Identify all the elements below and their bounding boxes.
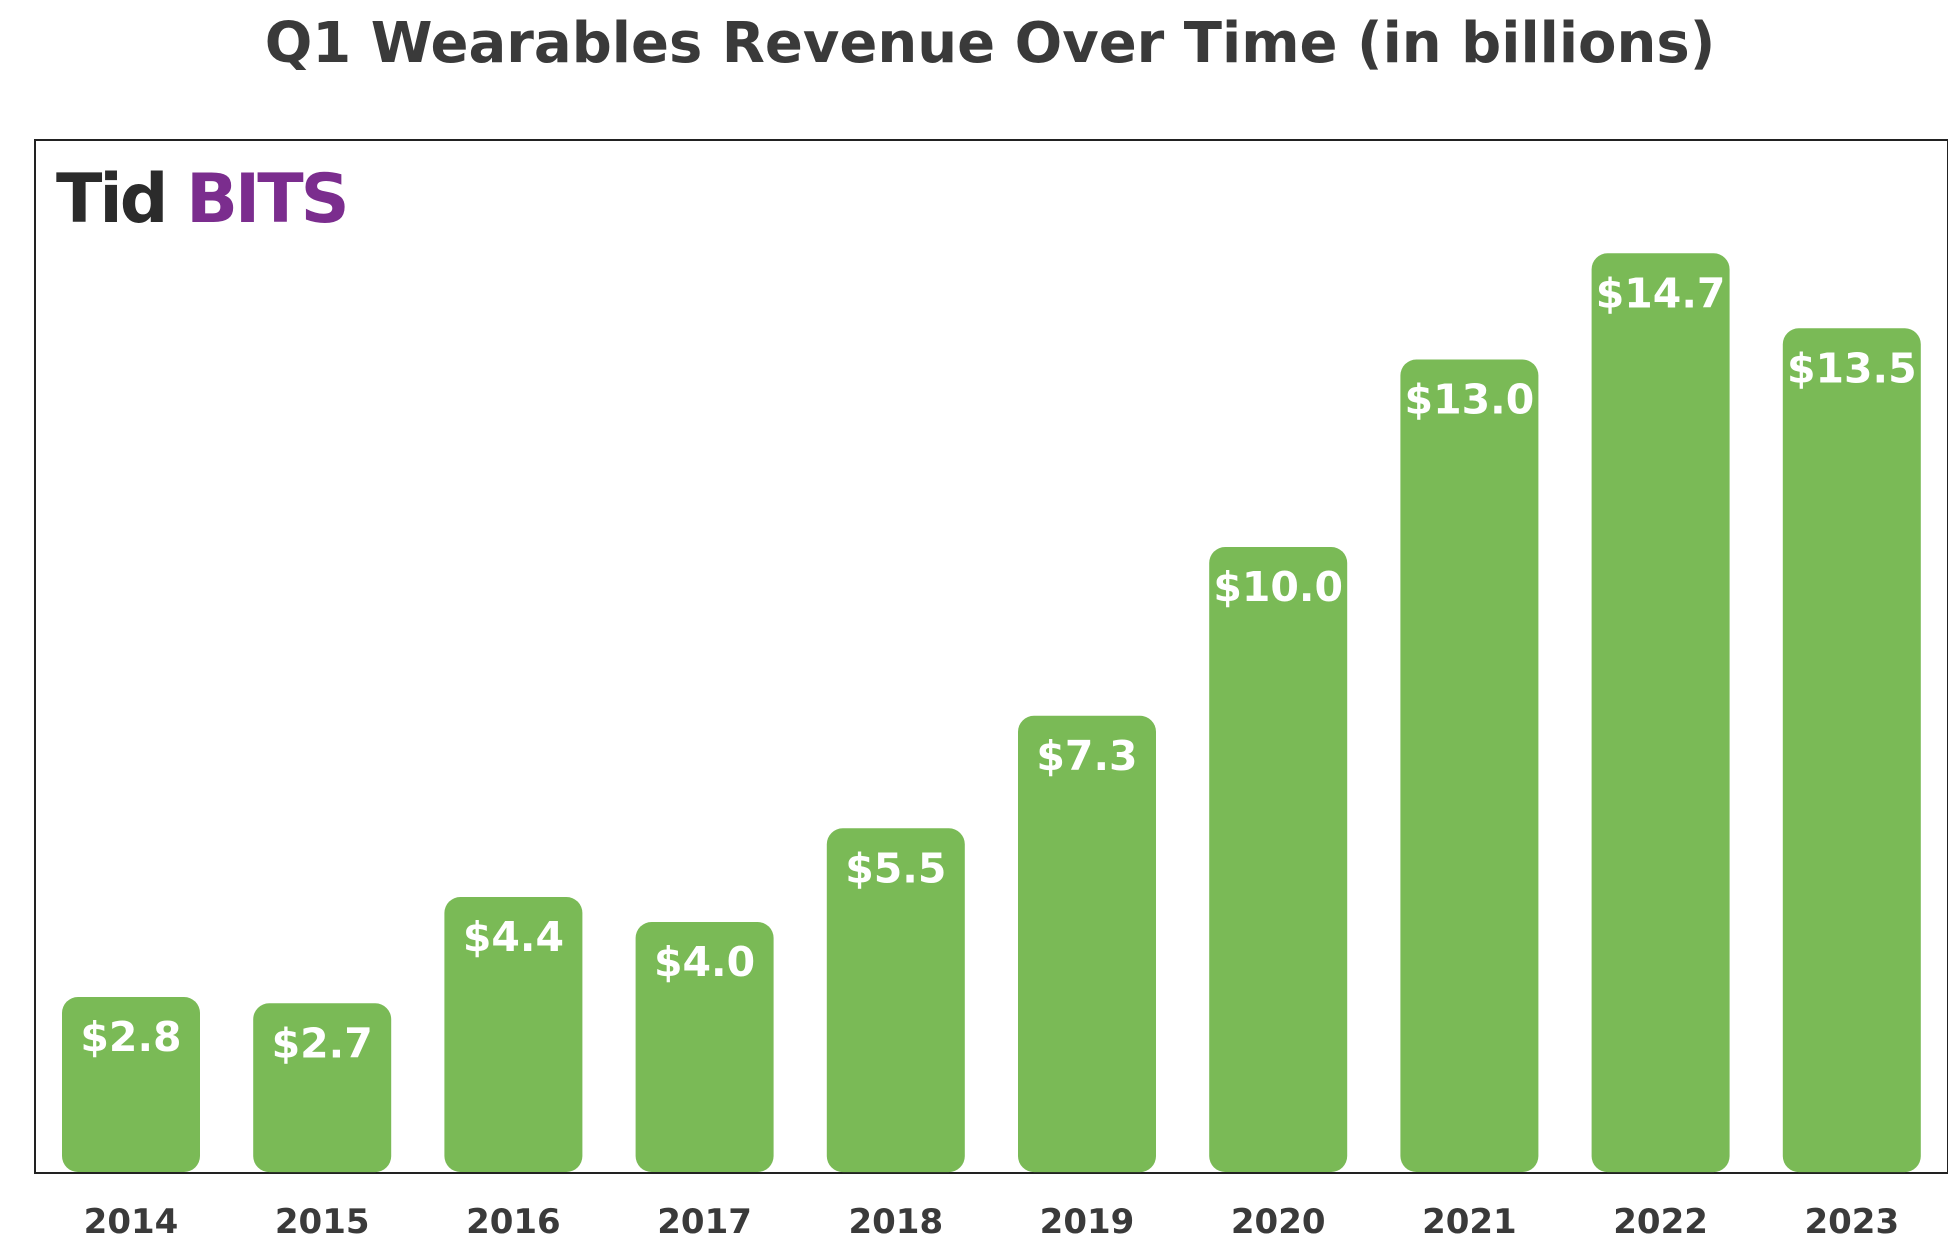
bar-2015: [253, 1003, 392, 1173]
bar-2018: [826, 828, 965, 1173]
bar-value-label-2023: $13.5: [1787, 344, 1917, 392]
bar-2014: [62, 997, 200, 1172]
bar-2022: [1591, 253, 1730, 1173]
x-axis-ticks: 2014 2015 2016 2017 2018 2019 2020 2021 2022 2023: [84, 1202, 1899, 1242]
bar-2021: [1400, 359, 1539, 1172]
bar-2016: [444, 897, 583, 1172]
x-tick-label-2017: 2017: [657, 1202, 752, 1242]
bar-2019: [1018, 715, 1156, 1173]
x-tick-label-2015: 2015: [275, 1202, 370, 1242]
bar-value-label-2018: $5.5: [845, 844, 946, 892]
chart-title: Q1 Wearables Revenue Over Time (in billi…: [265, 11, 1716, 76]
x-tick-label-2019: 2019: [1040, 1202, 1135, 1242]
logo-part-bits: BITS: [186, 160, 347, 239]
x-tick-label-2020: 2020: [1231, 1202, 1326, 1242]
bar-2023: [1782, 328, 1921, 1173]
logo-part-tid: Tid: [56, 160, 165, 239]
bar-value-label-2020: $10.0: [1213, 563, 1343, 611]
bar-value-label-2021: $13.0: [1405, 376, 1535, 424]
bar-2020: [1209, 547, 1348, 1172]
bar-value-label-2015: $2.7: [272, 1019, 373, 1067]
x-tick-label-2023: 2023: [1804, 1202, 1899, 1242]
x-tick-label-2016: 2016: [466, 1202, 561, 1242]
bar-value-label-2017: $4.0: [654, 938, 755, 986]
bar-value-label-2014: $2.8: [80, 1013, 181, 1061]
bar-2017: [635, 922, 774, 1172]
x-tick-label-2014: 2014: [84, 1202, 179, 1242]
tidbits-logo: Tid BITS: [56, 160, 347, 239]
x-tick-label-2022: 2022: [1613, 1202, 1708, 1242]
bar-value-label-2016: $4.4: [463, 913, 564, 961]
x-tick-label-2021: 2021: [1422, 1202, 1517, 1242]
bar-value-label-2019: $7.3: [1036, 732, 1137, 780]
bars: $2.8 $2.7 $4.4 $4.0 $5.5 $7.3 $10.0 $13.0 $14.7 $…: [62, 253, 1921, 1173]
bar-value-label-2022: $14.7: [1596, 269, 1726, 317]
plot-frame: [34, 139, 1948, 1174]
x-tick-label-2018: 2018: [848, 1202, 943, 1242]
